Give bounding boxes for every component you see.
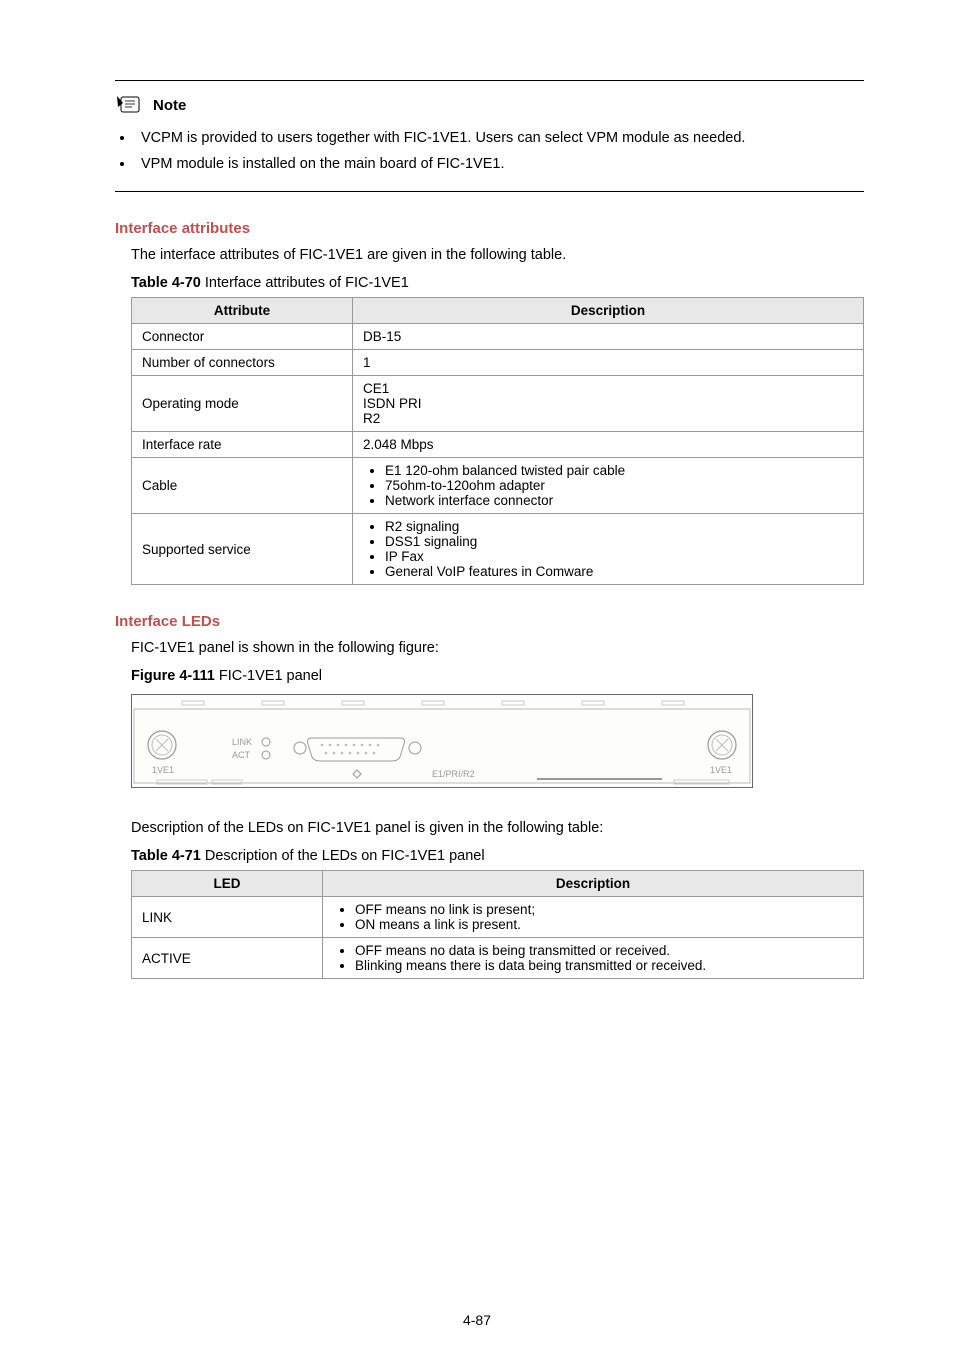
table2-caption-bold: Table 4-71 xyxy=(131,848,201,864)
table2-caption-rest: Description of the LEDs on FIC-1VE1 pane… xyxy=(201,848,485,864)
list-item: General VoIP features in Comware xyxy=(385,564,853,579)
attr-cell: Connector xyxy=(132,324,353,350)
page: Note VCPM is provided to users together … xyxy=(0,0,954,1350)
list-item: OFF means no data is being transmitted o… xyxy=(355,943,853,958)
rule-top xyxy=(115,80,864,81)
table2-h1: LED xyxy=(132,871,323,897)
list-item: E1 120-ohm balanced twisted pair cable xyxy=(385,463,853,478)
table1-caption-bold: Table 4-70 xyxy=(131,275,201,291)
desc-cell: 2.048 Mbps xyxy=(353,432,864,458)
table2-h2: Description xyxy=(323,871,864,897)
page-number: 4-87 xyxy=(0,1312,954,1328)
table-row: LINKOFF means no link is present;ON mean… xyxy=(132,897,864,938)
table-row: CableE1 120-ohm balanced twisted pair ca… xyxy=(132,458,864,514)
led-cell: LINK xyxy=(132,897,323,938)
fig-side-l: 1VE1 xyxy=(152,765,174,775)
list-item: 75ohm-to-120ohm adapter xyxy=(385,478,853,493)
table-attributes: Attribute Description ConnectorDB-15Numb… xyxy=(131,297,864,585)
desc-cell: 1 xyxy=(353,350,864,376)
note-label: Note xyxy=(153,97,186,114)
desc-cell: OFF means no link is present;ON means a … xyxy=(323,897,864,938)
section2-intro: FIC-1VE1 panel is shown in the following… xyxy=(131,640,864,656)
list-item: Blinking means there is data being trans… xyxy=(355,958,853,973)
table-row: ACTIVE OFF means no data is being transmi… xyxy=(132,938,864,979)
note-bullets: VCPM is provided to users together with … xyxy=(135,125,864,177)
attr-cell: Interface rate xyxy=(132,432,353,458)
table-row: Interface rate2.048 Mbps xyxy=(132,432,864,458)
note-bullet: VPM module is installed on the main boar… xyxy=(135,151,864,177)
table-row: Number of connectors1 xyxy=(132,350,864,376)
list-item: IP Fax xyxy=(385,549,853,564)
list-item: Network interface connector xyxy=(385,493,853,508)
note-header: Note xyxy=(115,93,864,117)
table-row: Supported serviceR2 signalingDSS1 signal… xyxy=(132,514,864,585)
desc-cell: DB-15 xyxy=(353,324,864,350)
desc-cell: OFF means no data is being transmitted o… xyxy=(323,938,864,979)
heading-interface-leds: Interface LEDs xyxy=(115,613,864,630)
rule-bottom xyxy=(115,191,864,192)
desc-cell: E1 120-ohm balanced twisted pair cable75… xyxy=(353,458,864,514)
table1-h1: Attribute xyxy=(132,298,353,324)
attr-cell: Supported service xyxy=(132,514,353,585)
section2-intro2: Description of the LEDs on FIC-1VE1 pane… xyxy=(131,820,864,836)
table1-caption-rest: Interface attributes of FIC-1VE1 xyxy=(201,275,409,291)
table-row: ConnectorDB-15 xyxy=(132,324,864,350)
figure-caption: Figure 4-111 FIC-1VE1 panel xyxy=(131,668,864,684)
note-block: Note VCPM is provided to users together … xyxy=(115,93,864,177)
attr-cell: Operating mode xyxy=(132,376,353,432)
desc-cell: R2 signalingDSS1 signalingIP FaxGeneral … xyxy=(353,514,864,585)
list-item: DSS1 signaling xyxy=(385,534,853,549)
figure-panel: LINK ACT E1/PRI/R2 1VE1 1VE1 xyxy=(131,694,753,788)
table1-h2: Description xyxy=(353,298,864,324)
panel-svg: LINK ACT E1/PRI/R2 1VE1 1VE1 xyxy=(132,695,752,787)
led-cell: ACTIVE xyxy=(132,938,323,979)
list-item: ON means a link is present. xyxy=(355,917,853,932)
section1-intro: The interface attributes of FIC-1VE1 are… xyxy=(131,247,864,263)
fig-link-label: LINK xyxy=(232,737,252,747)
desc-cell: CE1ISDN PRIR2 xyxy=(353,376,864,432)
attr-cell: Cable xyxy=(132,458,353,514)
note-icon xyxy=(115,93,145,117)
fig-act-label: ACT xyxy=(232,750,251,760)
note-bullet: VCPM is provided to users together with … xyxy=(135,125,864,151)
heading-interface-attributes: Interface attributes xyxy=(115,220,864,237)
figure-caption-rest: FIC-1VE1 panel xyxy=(215,668,322,684)
table1-caption: Table 4-70 Interface attributes of FIC-1… xyxy=(131,275,864,291)
list-item: OFF means no link is present; xyxy=(355,902,853,917)
figure-caption-bold: Figure 4-111 xyxy=(131,668,215,684)
list-item: R2 signaling xyxy=(385,519,853,534)
attr-cell: Number of connectors xyxy=(132,350,353,376)
table-row: Operating modeCE1ISDN PRIR2 xyxy=(132,376,864,432)
table-leds: LED Description LINKOFF means no link is… xyxy=(131,870,864,979)
table2-caption: Table 4-71 Description of the LEDs on FI… xyxy=(131,848,864,864)
fig-center-label: E1/PRI/R2 xyxy=(432,769,475,779)
fig-side-r: 1VE1 xyxy=(710,765,732,775)
